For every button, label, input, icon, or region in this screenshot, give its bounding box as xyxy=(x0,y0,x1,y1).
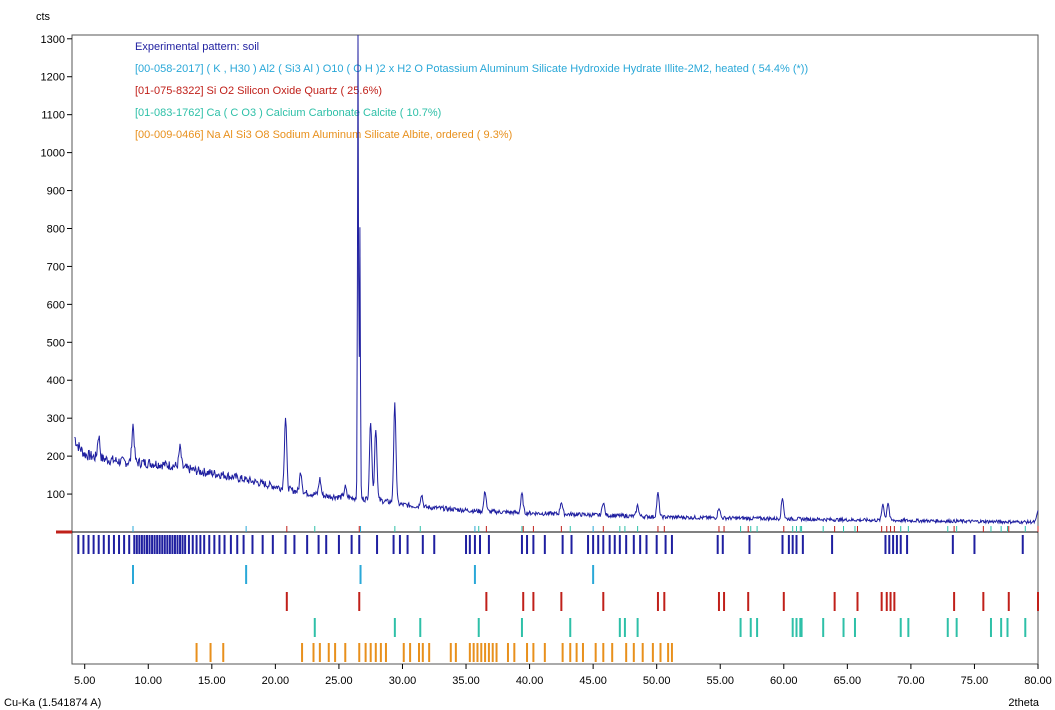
legend-entry-4: [00-009-0466] Na Al Si3 O8 Sodium Alumin… xyxy=(135,129,512,141)
series-layer xyxy=(56,34,1039,534)
x-tick-label: 25.00 xyxy=(325,675,353,687)
x-tick-label: 70.00 xyxy=(897,675,925,687)
legend-entry-2: [01-075-8322] Si O2 Silicon Oxide Quartz… xyxy=(135,85,382,97)
legend-entry-0: Experimental pattern: soil xyxy=(135,41,259,53)
x-tick-label: 5.00 xyxy=(74,675,95,687)
reference-row-1 xyxy=(132,526,595,584)
y-tick-label: 1300 xyxy=(41,34,65,46)
reference-row-3 xyxy=(313,526,1027,637)
y-tick-label: 500 xyxy=(47,337,65,349)
radiation-label: Cu-Ka (1.541874 A) xyxy=(4,697,101,709)
reference-patterns xyxy=(77,526,1039,662)
y-tick-label: 1100 xyxy=(41,110,65,122)
x-tick-label: 35.00 xyxy=(452,675,480,687)
reference-row-4 xyxy=(195,643,673,662)
legend-entry-3: [01-083-1762] Ca ( C O3 ) Calcium Carbon… xyxy=(135,107,441,119)
legend-entry-1: [00-058-2017] ( K , H30 ) Al2 ( Si3 Al )… xyxy=(135,63,808,75)
y-tick-label: 600 xyxy=(47,299,65,311)
x-tick-label: 15.00 xyxy=(198,675,226,687)
legend: Experimental pattern: soil [00-058-2017]… xyxy=(135,41,808,141)
y-tick-label: 400 xyxy=(47,375,65,387)
y-tick-label: 1000 xyxy=(41,148,65,160)
reference-row-2 xyxy=(285,526,1039,611)
x-tick-label: 10.00 xyxy=(134,675,162,687)
y-tick-label: 200 xyxy=(47,451,65,463)
pattern-line xyxy=(74,34,1039,525)
x-tick-label: 50.00 xyxy=(643,675,671,687)
x-tick-label: 80.00 xyxy=(1024,675,1052,687)
x-axis: 5.00 10.00 15.00 20.00 25.00 30.00 35.00 40.00 4… xyxy=(74,664,1052,687)
y-tick-label: 300 xyxy=(47,413,65,425)
x-tick-label: 30.00 xyxy=(389,675,417,687)
y-tick-label: 700 xyxy=(47,261,65,273)
plot-frame xyxy=(71,34,1039,665)
x-tick-label: 60.00 xyxy=(770,675,798,687)
x-tick-label: 40.00 xyxy=(516,675,544,687)
y-tick-label: 900 xyxy=(47,186,65,198)
x-tick-label: 55.00 xyxy=(706,675,734,687)
y-tick-label: 1200 xyxy=(41,72,65,84)
reference-row-0 xyxy=(77,535,1024,554)
x-unit-label: 2theta xyxy=(1008,697,1039,709)
x-tick-label: 45.00 xyxy=(579,675,607,687)
x-tick-label: 75.00 xyxy=(961,675,989,687)
x-tick-label: 65.00 xyxy=(834,675,862,687)
y-axis: 100 200 300 400 500 600 700 800 900 1000 1100 1200 1… xyxy=(41,34,72,501)
y-tick-label: 800 xyxy=(47,223,65,235)
y-unit-label: cts xyxy=(36,11,51,23)
x-tick-label: 20.00 xyxy=(262,675,290,687)
y-tick-label: 100 xyxy=(47,489,65,501)
